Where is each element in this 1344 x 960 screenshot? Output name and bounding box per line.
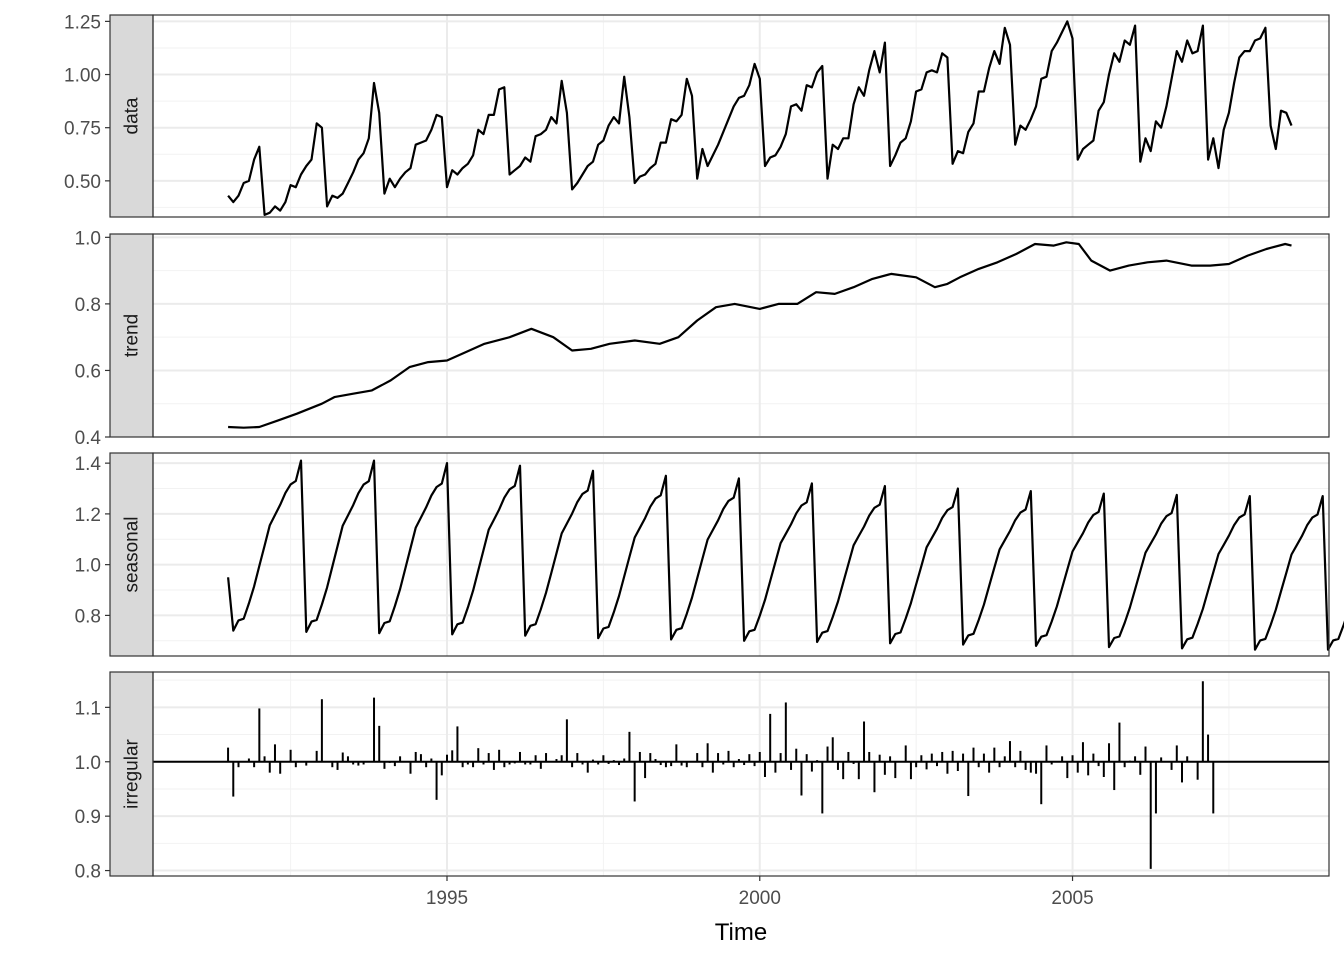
panel-strip	[109, 14, 154, 218]
panel-seasonal: 0.8 1.0 1.2 1.4 seasonal	[75, 452, 1344, 657]
panel-label: data	[122, 97, 143, 134]
panel-strip	[109, 233, 154, 438]
y-tick-label: 0.4	[75, 428, 102, 449]
y-tick-label: 1.4	[75, 454, 102, 475]
data-line	[227, 20, 1293, 216]
x-tick-label: 1995	[426, 888, 468, 909]
panel-background	[153, 234, 1329, 437]
y-tick-label: 0.8	[75, 295, 101, 316]
y-tick-label: 1.0	[75, 228, 101, 249]
panel-data: 0.50 0.75 1.00 1.25 data	[64, 12, 1330, 218]
panel-border	[152, 233, 1330, 438]
y-tick-label: 1.25	[64, 12, 101, 33]
y-tick-label: 1.1	[75, 698, 101, 719]
y-tick-label: 0.50	[64, 172, 101, 193]
x-tick-label: 2005	[1051, 888, 1093, 909]
y-tick-label: 0.6	[75, 361, 101, 382]
panels: 0.50 0.75 1.00 1.25 data 0.4 0.6 0.8 1.0 trend 0.8…	[64, 12, 1344, 883]
panel-border	[152, 14, 1330, 218]
x-tick-label: 2000	[739, 888, 781, 909]
y-tick-label: 1.00	[64, 66, 101, 87]
seasonal-line	[227, 459, 1344, 651]
x-axis: 1995 2000 2005	[426, 876, 1094, 909]
panel-trend: 0.4 0.6 0.8 1.0 trend	[75, 228, 1330, 449]
panel-label: irregular	[122, 738, 143, 808]
panel-strip	[109, 671, 154, 877]
y-tick-label: 0.9	[75, 807, 101, 828]
panel-label: seasonal	[122, 516, 143, 592]
trend-line	[228, 241, 1292, 429]
panel-label: trend	[122, 314, 143, 357]
y-tick-label: 0.8	[75, 606, 101, 627]
y-tick-label: 0.75	[64, 119, 101, 140]
panel-background	[153, 15, 1329, 217]
y-tick-label: 1.2	[75, 505, 101, 526]
panel-border	[152, 452, 1330, 657]
panel-background	[153, 672, 1329, 876]
panel-border	[152, 671, 1330, 877]
panel-irregular: 0.8 0.9 1.0 1.1 irregular	[75, 671, 1330, 883]
x-axis-title: Time	[715, 919, 767, 946]
y-tick-label: 1.0	[75, 556, 101, 577]
y-tick-label: 0.8	[75, 862, 101, 883]
y-tick-label: 1.0	[75, 753, 101, 774]
